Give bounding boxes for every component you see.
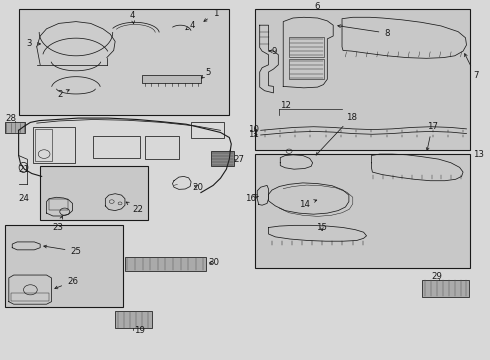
Text: 1: 1 [204, 9, 218, 21]
Bar [145, 136, 179, 159]
Text: 3: 3 [26, 40, 41, 49]
Text: 9: 9 [269, 47, 277, 56]
Bar [125, 257, 206, 271]
Text: 28: 28 [5, 114, 16, 123]
Text: 18: 18 [316, 112, 357, 155]
Bar [5, 122, 25, 133]
Text: 6: 6 [315, 2, 320, 11]
Bar [142, 75, 201, 83]
Text: 8: 8 [338, 25, 390, 38]
Bar [422, 280, 469, 297]
Text: 10: 10 [248, 125, 259, 134]
Bar [289, 59, 324, 79]
Text: 24: 24 [19, 194, 29, 202]
Text: 26: 26 [55, 277, 78, 289]
Bar [115, 311, 152, 328]
Text: 15: 15 [317, 223, 327, 232]
Text: 22: 22 [126, 202, 144, 214]
Text: 2: 2 [57, 90, 69, 99]
Text: 30: 30 [208, 258, 219, 266]
Text: 7: 7 [465, 54, 478, 80]
Text: 20: 20 [192, 183, 203, 192]
Text: 29: 29 [432, 272, 442, 281]
Text: 21: 21 [19, 166, 29, 175]
Text: 4: 4 [129, 11, 135, 24]
Text: 25: 25 [44, 245, 81, 256]
Text: 5: 5 [201, 68, 211, 78]
Bar [11, 293, 49, 301]
Text: 17: 17 [426, 122, 438, 150]
Text: 4: 4 [186, 21, 195, 30]
Bar [5, 225, 122, 307]
Text: 11: 11 [248, 130, 259, 139]
Text: 12: 12 [280, 102, 291, 111]
Bar [49, 199, 68, 210]
Text: 23: 23 [52, 216, 63, 232]
Text: 14: 14 [299, 200, 317, 209]
Bar [211, 151, 234, 166]
Bar [40, 166, 148, 220]
Bar [255, 9, 470, 150]
Text: 16: 16 [245, 194, 259, 203]
Bar [191, 122, 224, 138]
Bar [93, 136, 140, 158]
Text: 13: 13 [473, 150, 484, 159]
Bar [19, 9, 229, 115]
Text: 19: 19 [134, 326, 145, 335]
Bar [289, 37, 324, 57]
Bar [255, 154, 470, 268]
Text: 27: 27 [234, 155, 245, 163]
Bar [33, 127, 75, 163]
Bar [35, 129, 52, 161]
